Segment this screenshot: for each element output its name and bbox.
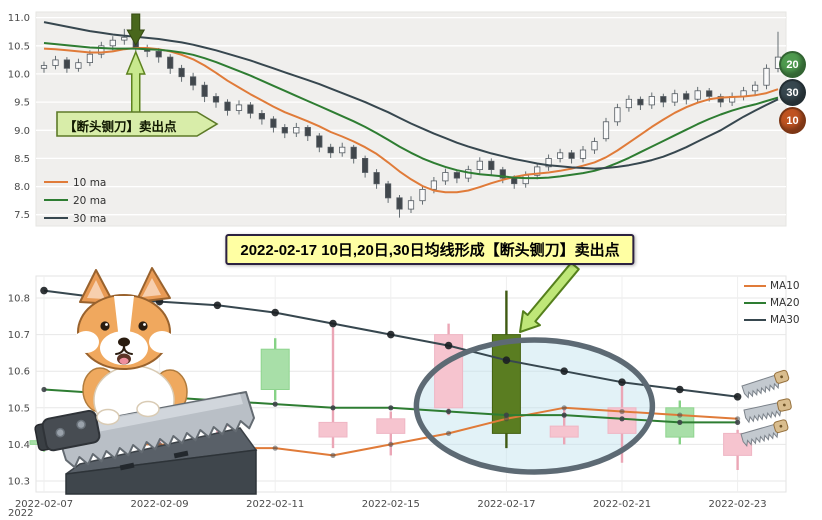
sell-down-arrow [126,13,146,47]
tick-label: 2022-02-09 [131,499,189,510]
tick-label: 9.5 [14,98,30,109]
tick-label: 10.0 [8,69,30,80]
candles [40,28,782,218]
steel-base [65,427,258,495]
tick-label: 2022-02-07 [15,499,73,510]
candle [318,421,348,438]
tick-label: MA20 [770,297,800,309]
tick-label: 10.5 [8,41,30,52]
candle [376,418,406,434]
ma-badge-30: 30 [779,79,806,106]
annotation-overlay [519,261,580,333]
tick-label: 10.8 [8,293,30,304]
corgi-paws [96,400,160,426]
tick-label: 2022-02-15 [362,499,420,510]
sell-callout-box [56,111,219,137]
legend: MA10 MA20 MA30 [744,280,800,326]
tick-label: 2022 [8,508,33,519]
sell-point-callout-label: 【断头铡刀】卖出点 [64,120,177,134]
corgi-guillotine-illustration [34,267,258,495]
tick-label: 7.5 [14,210,30,221]
tick-label: 2022-02-17 [477,499,535,510]
tick-label: 2022-02-23 [709,499,767,510]
candle [260,348,290,391]
tick-label: 20 ma [73,195,106,207]
candle [549,425,579,438]
tick-label: 10.7 [8,330,30,341]
tick-label: 10 ma [73,177,106,189]
legend: 10 ma 20 ma 30 ma [44,177,106,225]
mini-saw-icon [743,398,792,424]
gridlines [36,16,786,216]
ma-lines [43,21,779,194]
saw-handle [34,409,101,452]
tick-label: 30 ma [73,213,106,225]
tick-label: 2022-02-21 [593,499,651,510]
tick-label: 10.6 [8,367,30,378]
tick-label: 10.5 [8,403,30,414]
tick-label: 10.4 [8,440,30,451]
tick-label: 9.0 [14,126,30,137]
tick-label: 10.3 [8,477,30,488]
tick-label: 8.0 [14,182,30,193]
highlight-ellipse-fill [416,340,653,472]
ma-badge-20: 20 [779,51,806,78]
ma-line-30ma [43,21,779,170]
tick-label: 11.0 [8,13,30,24]
corgi-head [73,267,175,370]
mini-saw-icon [740,419,789,448]
sell-up-arrow [125,50,146,119]
ma-badge-10: 10 [779,107,806,134]
mini-saw-icon [741,369,790,399]
ma-line-20ma [43,42,779,180]
ma-badges: 20 30 10 [779,51,806,135]
highlight-ellipse [413,337,656,475]
tick-label: MA10 [770,280,800,292]
banner-to-candle-arrow [519,261,580,333]
title-banner: 2022-02-17 10日,20日,30日均线形成【断头铡刀】卖出点 [225,234,635,265]
overview-chart: 7.5 8.0 8.5 9.0 9.5 10.0 10.5 11.0 10 ma 20 ma 30 … [8,11,787,227]
tick-label: 2022-02-11 [246,499,304,510]
tick-label: MA30 [770,314,800,326]
tick-label: 8.5 [14,154,30,165]
